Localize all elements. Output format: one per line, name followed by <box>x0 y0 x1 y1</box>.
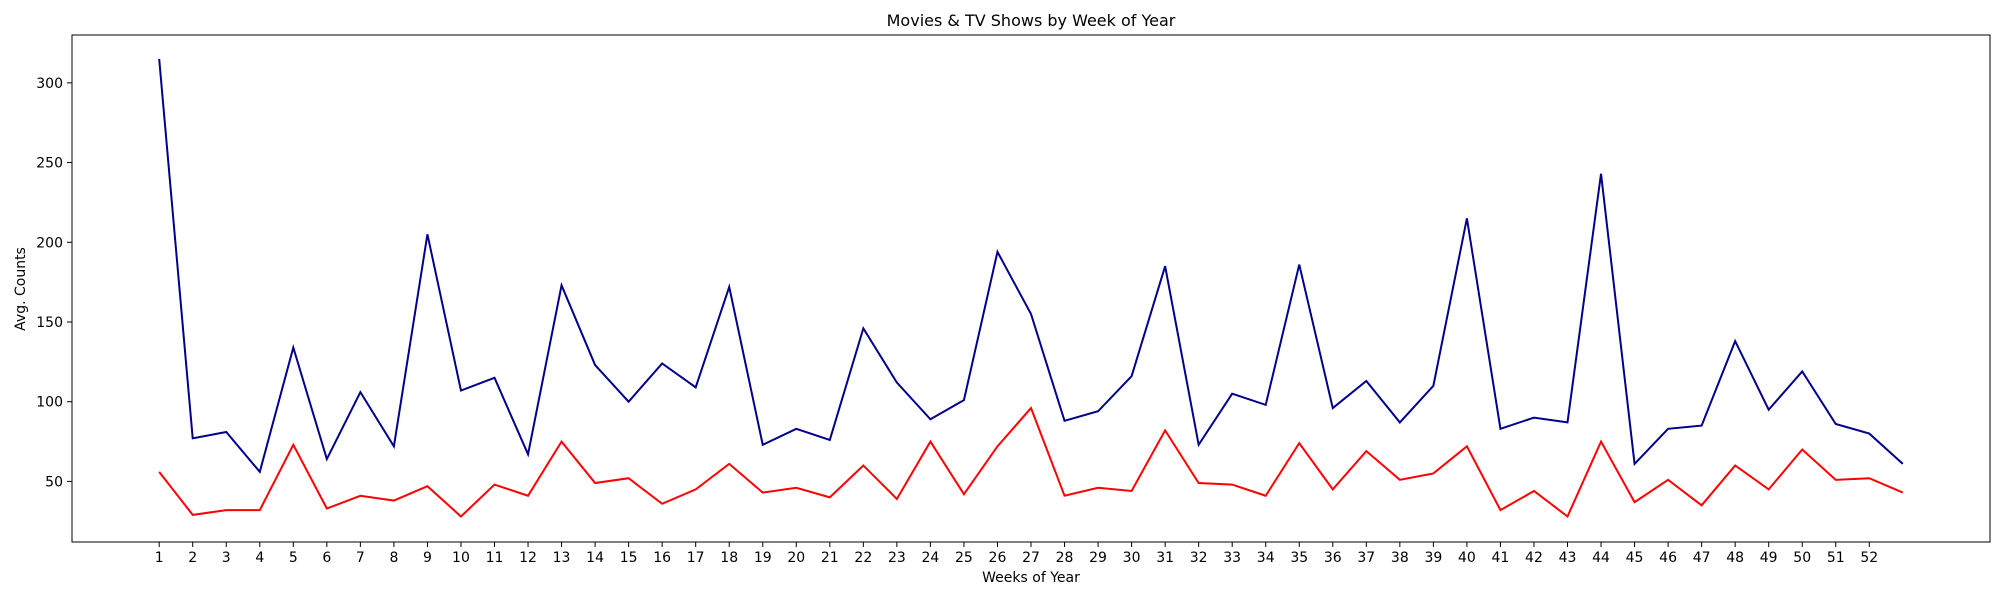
x-tick-label: 15 <box>620 550 638 566</box>
x-tick-label: 36 <box>1324 550 1342 566</box>
y-tick-label: 100 <box>36 395 63 411</box>
series-line-1 <box>158 58 1904 474</box>
x-tick-label: 34 <box>1257 550 1275 566</box>
x-tick-label: 28 <box>1056 550 1074 566</box>
series-layer <box>158 58 1904 519</box>
x-tick-label: 32 <box>1190 550 1208 566</box>
x-tick-label: 24 <box>921 550 939 566</box>
x-tick-label: 43 <box>1559 550 1577 566</box>
x-tick-label: 46 <box>1659 550 1677 566</box>
x-tick-label: 2 <box>188 550 197 566</box>
x-tick-label: 25 <box>955 550 973 566</box>
x-tick-label: 31 <box>1156 550 1174 566</box>
x-tick-label: 4 <box>255 550 264 566</box>
x-axis-title: Weeks of Year <box>982 570 1080 586</box>
x-tick-label: 52 <box>1860 550 1878 566</box>
x-tick-label: 39 <box>1424 550 1442 566</box>
x-tick-label: 23 <box>888 550 906 566</box>
y-axis-ticks: 50 100 150 200 250 300 <box>36 76 72 490</box>
y-axis-title: Avg. Counts <box>13 247 29 331</box>
x-tick-label: 20 <box>787 550 805 566</box>
x-tick-label: 40 <box>1458 550 1476 566</box>
x-tick-label: 45 <box>1626 550 1644 566</box>
x-tick-label: 35 <box>1290 550 1308 566</box>
series-line-2 <box>158 406 1904 519</box>
x-tick-label: 12 <box>519 550 537 566</box>
x-tick-label: 50 <box>1793 550 1811 566</box>
y-tick-label: 200 <box>36 235 63 251</box>
x-tick-label: 1 <box>155 550 164 566</box>
x-tick-label: 26 <box>989 550 1007 566</box>
x-tick-label: 8 <box>389 550 398 566</box>
x-tick-label: 18 <box>720 550 738 566</box>
x-tick-label: 21 <box>821 550 839 566</box>
x-tick-label: 5 <box>289 550 298 566</box>
x-tick-label: 22 <box>854 550 872 566</box>
x-tick-label: 9 <box>423 550 432 566</box>
x-tick-label: 16 <box>653 550 671 566</box>
x-tick-label: 48 <box>1726 550 1744 566</box>
x-tick-label: 13 <box>553 550 571 566</box>
x-axis-ticks: 1 2 3 4 5 6 7 8 9 10 11 12 13 14 15 16 17 18 19 20 21 22 23 24 2… <box>155 542 1878 566</box>
x-tick-label: 10 <box>452 550 470 566</box>
x-tick-label: 19 <box>754 550 772 566</box>
x-tick-label: 37 <box>1357 550 1375 566</box>
plot-area <box>71 34 1991 543</box>
x-tick-label: 41 <box>1492 550 1510 566</box>
chart-title: Movies & TV Shows by Week of Year <box>887 11 1176 30</box>
x-tick-label: 7 <box>356 550 365 566</box>
x-tick-label: 49 <box>1760 550 1778 566</box>
x-tick-label: 44 <box>1592 550 1610 566</box>
y-tick-label: 300 <box>36 76 63 92</box>
x-tick-label: 29 <box>1089 550 1107 566</box>
y-tick-label: 150 <box>36 315 63 331</box>
x-tick-label: 42 <box>1525 550 1543 566</box>
x-tick-label: 3 <box>222 550 231 566</box>
x-tick-label: 17 <box>687 550 705 566</box>
x-tick-label: 38 <box>1391 550 1409 566</box>
y-tick-label: 250 <box>36 156 63 172</box>
x-tick-label: 27 <box>1022 550 1040 566</box>
x-tick-label: 47 <box>1693 550 1711 566</box>
x-tick-label: 33 <box>1223 550 1241 566</box>
x-tick-label: 30 <box>1123 550 1141 566</box>
x-tick-label: 51 <box>1827 550 1845 566</box>
x-tick-label: 6 <box>322 550 331 566</box>
y-tick-label: 50 <box>45 474 63 490</box>
x-tick-label: 11 <box>486 550 504 566</box>
x-tick-label: 14 <box>586 550 604 566</box>
